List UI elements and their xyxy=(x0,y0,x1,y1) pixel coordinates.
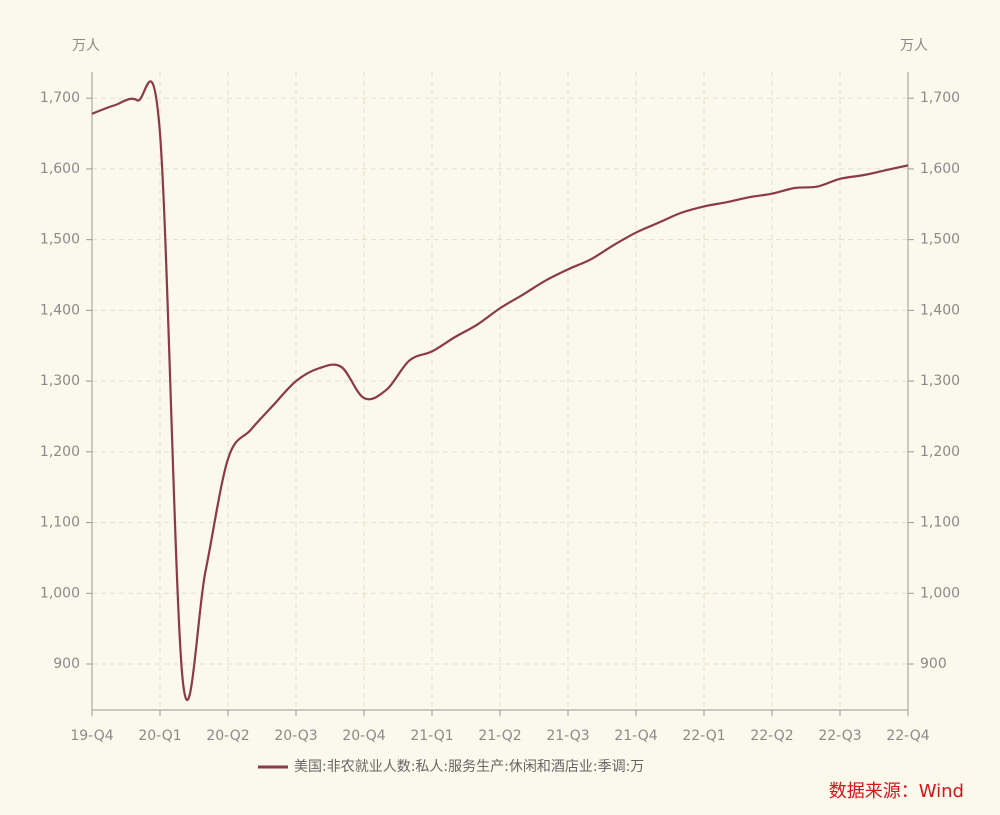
y-tick-label: 1,700 xyxy=(40,90,80,106)
x-tick-label: 22-Q3 xyxy=(818,728,861,744)
y2-tick-label: 1,000 xyxy=(920,585,960,601)
y-tick-label: 1,000 xyxy=(40,585,80,601)
y-tick-label: 1,500 xyxy=(40,232,80,248)
y-tick-label: 1,600 xyxy=(40,161,80,177)
series-line xyxy=(91,80,909,702)
y2-tick-label: 1,700 xyxy=(920,90,960,106)
y2-tick-label: 1,400 xyxy=(920,302,960,318)
x-tick-label: 21-Q4 xyxy=(614,728,657,744)
y-unit: 万人 xyxy=(72,38,100,54)
y-tick-label: 1,200 xyxy=(40,444,80,460)
y2-tick-label: 1,600 xyxy=(920,161,960,177)
x-tick-label: 19-Q4 xyxy=(70,728,113,744)
x-tick-label: 20-Q1 xyxy=(138,728,181,744)
x-tick-label: 21-Q1 xyxy=(410,728,453,744)
y2-tick-label: 1,500 xyxy=(920,232,960,248)
x-tick-label: 22-Q2 xyxy=(750,728,793,744)
x-tick-label: 21-Q3 xyxy=(546,728,589,744)
y-tick-label: 1,300 xyxy=(40,373,80,389)
x-tick-label: 21-Q2 xyxy=(478,728,521,744)
source: 数据来源：Wind xyxy=(829,781,964,802)
y2-tick-label: 1,100 xyxy=(920,515,960,531)
x-tick-label: 22-Q1 xyxy=(682,728,725,744)
y2-tick-label: 900 xyxy=(920,656,947,672)
y2-tick-label: 1,300 xyxy=(920,373,960,389)
y2-tick-label: 1,200 xyxy=(920,444,960,460)
x-tick-label: 20-Q3 xyxy=(274,728,317,744)
x-tick-label: 20-Q4 xyxy=(342,728,385,744)
y-tick-label: 1,400 xyxy=(40,302,80,318)
y2-unit: 万人 xyxy=(900,38,928,54)
y-tick-label: 900 xyxy=(53,656,80,672)
legend-label: 美国:非农就业人数:私人:服务生产:休闲和酒店业:季调:万 xyxy=(294,759,644,775)
x-tick-label: 20-Q2 xyxy=(206,728,249,744)
y-tick-label: 1,100 xyxy=(40,515,80,531)
x-tick-label: 22-Q4 xyxy=(886,728,929,744)
